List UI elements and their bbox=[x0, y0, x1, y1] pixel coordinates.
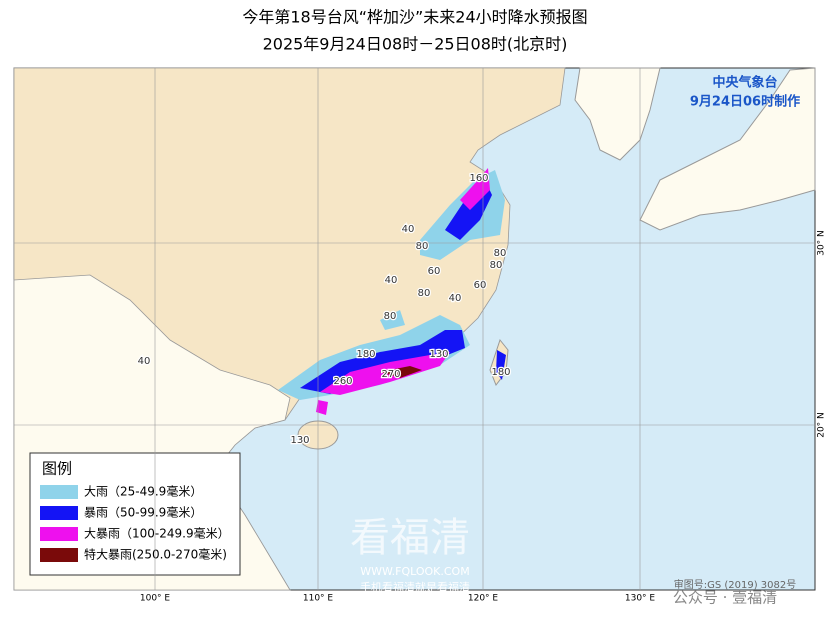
rain-label: 40 bbox=[138, 356, 151, 367]
rain-label: 60 bbox=[428, 266, 441, 277]
legend-label: 大暴雨（100-249.9毫米） bbox=[84, 526, 230, 541]
rainstorm-area bbox=[300, 180, 506, 394]
rain-label: 80 bbox=[416, 241, 429, 252]
extreme-rainstorm-area bbox=[380, 366, 422, 378]
lon-label: 120° E bbox=[468, 594, 499, 604]
rain-label: 180 bbox=[356, 349, 375, 360]
legend-swatch bbox=[40, 506, 78, 520]
rain-label: 180 bbox=[491, 367, 510, 378]
lon-label: 130° E bbox=[625, 594, 656, 604]
legend-swatch bbox=[40, 527, 78, 541]
watermark: 手机看福清就是看福清 bbox=[360, 580, 470, 594]
severe-rainstorm-area bbox=[316, 168, 490, 415]
approval: 审图号:GS (2019) 3082号 bbox=[674, 578, 797, 591]
subtitle: 2025年9月24日08时－25日08时(北京时) bbox=[263, 35, 568, 54]
japan bbox=[639, 67, 816, 231]
lon-label: 110° E bbox=[303, 594, 334, 604]
legend-title: 图例 bbox=[42, 460, 72, 478]
rain-label: 60 bbox=[474, 280, 487, 291]
legend: 图例 大雨（25-49.9毫米） 暴雨（50-99.9毫米） 大暴雨（100-249… bbox=[29, 452, 241, 576]
rain-label: 130 bbox=[429, 349, 448, 360]
lon-label: 100° E bbox=[140, 594, 171, 604]
rain-label: 270 bbox=[381, 369, 400, 380]
legend-label: 暴雨（50-99.9毫米） bbox=[84, 505, 202, 520]
rain-label: 80 bbox=[384, 311, 397, 322]
legend-label: 特大暴雨(250.0-270毫米) bbox=[84, 547, 227, 562]
legend-label: 大雨（25-49.9毫米） bbox=[84, 484, 202, 499]
title: 今年第18号台风“桦加沙”未来24小时降水预报图 bbox=[242, 8, 587, 27]
watermark: 看福清 bbox=[350, 515, 470, 561]
korea bbox=[574, 67, 661, 161]
rain-label: 40 bbox=[449, 293, 462, 304]
issued: 9月24日06时制作 bbox=[690, 94, 800, 110]
legend-swatch bbox=[40, 485, 78, 499]
rain-label: 160 bbox=[469, 173, 488, 184]
legend-swatch bbox=[40, 548, 78, 562]
watermark: WWW.FQLOOK.COM bbox=[360, 565, 469, 578]
lat-label: 20° N bbox=[817, 412, 827, 438]
agency: 中央气象台 bbox=[712, 75, 777, 91]
rain-label: 80 bbox=[494, 248, 507, 259]
rain-label: 40 bbox=[385, 275, 398, 286]
watermark: 看福清 看福清新闻 bbox=[369, 594, 461, 608]
lat-label: 30° N bbox=[817, 230, 827, 256]
account: 公众号 · 壹福清 bbox=[673, 589, 777, 607]
rain-label: 80 bbox=[490, 260, 503, 271]
rain-label: 260 bbox=[333, 376, 352, 387]
rain-label: 130 bbox=[290, 435, 309, 446]
rain-label: 40 bbox=[402, 224, 415, 235]
rain-label: 80 bbox=[418, 288, 431, 299]
